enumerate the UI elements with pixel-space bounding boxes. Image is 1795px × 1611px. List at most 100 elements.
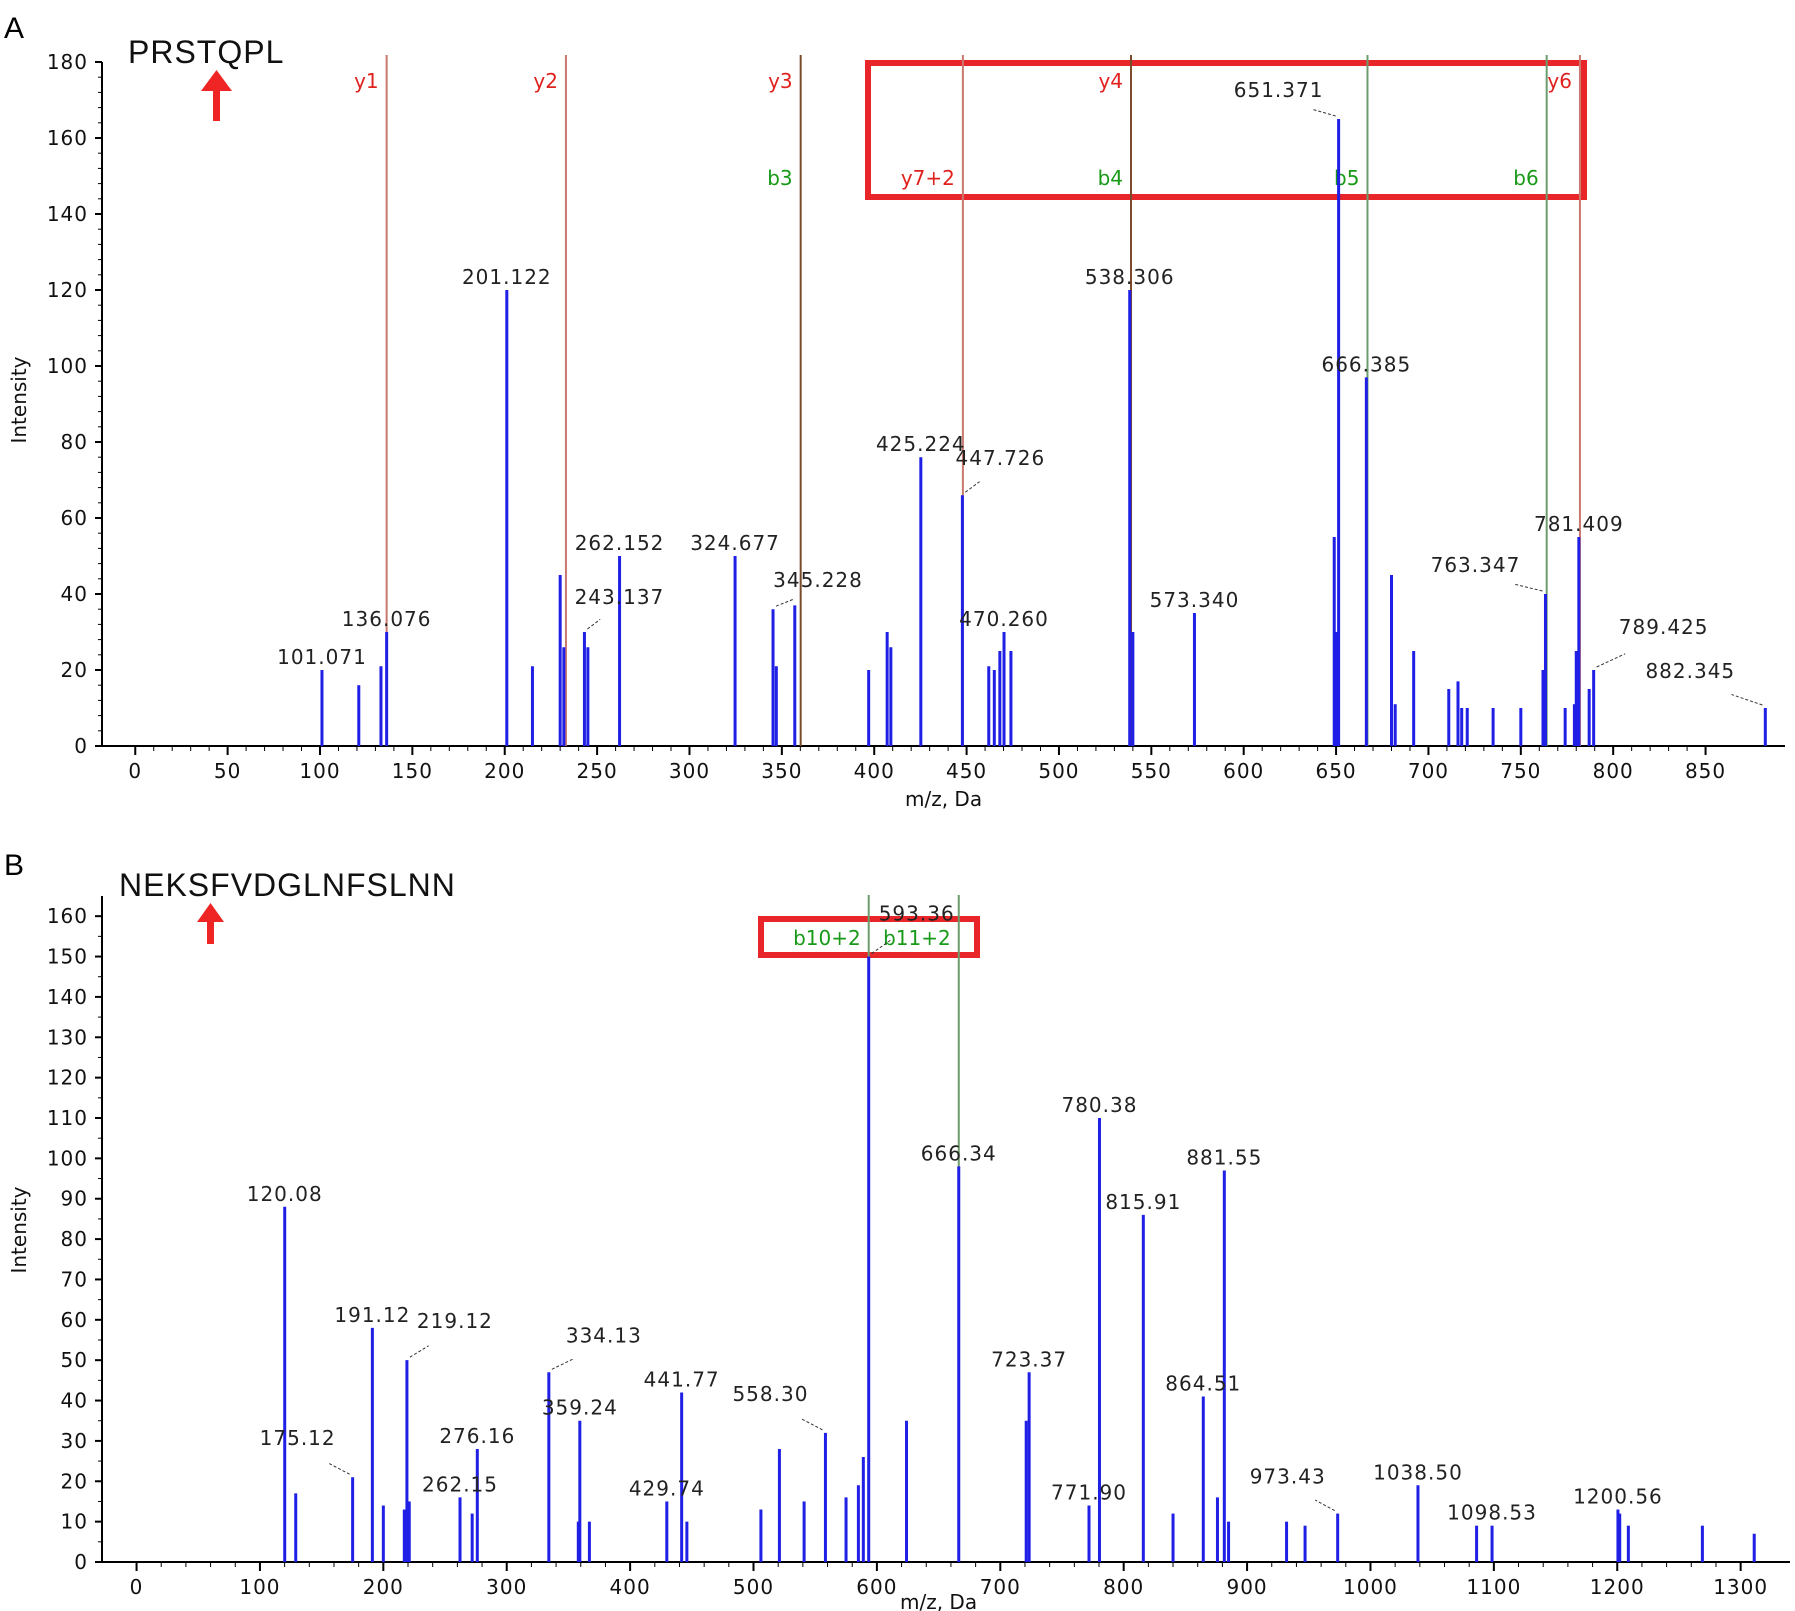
x-tick-label: 400 <box>854 759 895 783</box>
y-tick-label: 110 <box>47 1106 88 1130</box>
peak-label: 201.122 <box>462 265 552 289</box>
peak-label-leader <box>775 598 794 607</box>
y-tick-label: 50 <box>61 1348 88 1372</box>
peak-label: 1098.53 <box>1447 1501 1537 1525</box>
x-tick-label: 50 <box>214 759 241 783</box>
peak-label-leader <box>1314 1499 1335 1512</box>
y-tick-label: 60 <box>61 1308 88 1332</box>
peak-label-leader <box>800 1417 823 1431</box>
peak-label-leader <box>327 1462 350 1475</box>
y-tick-label: 150 <box>47 945 88 969</box>
y-tick-label: 180 <box>47 50 88 74</box>
ion-marker-label: b6 <box>1513 166 1538 190</box>
panel-b-arrow-icon <box>197 903 224 944</box>
peak-label: 101.071 <box>277 645 367 669</box>
peak-label: 334.13 <box>566 1323 642 1347</box>
peak-label: 881.55 <box>1186 1145 1262 1169</box>
y-tick-label: 80 <box>61 430 88 454</box>
panel-b-peptide: NEKSFVDGLNFSLNN <box>119 867 456 903</box>
x-tick-label: 350 <box>761 759 802 783</box>
y-tick-label: 30 <box>61 1429 88 1453</box>
x-tick-label: 0 <box>128 759 142 783</box>
y-tick-label: 40 <box>61 1389 88 1413</box>
x-tick-label: 700 <box>980 1575 1021 1599</box>
peak-label: 324.677 <box>690 531 780 555</box>
peak-label: 219.12 <box>417 1309 493 1333</box>
x-tick-label: 500 <box>1038 759 1079 783</box>
x-tick-label: 800 <box>1593 759 1634 783</box>
x-tick-label: 850 <box>1685 759 1726 783</box>
y-tick-label: 100 <box>47 354 88 378</box>
peak-label: 781.409 <box>1534 512 1624 536</box>
ion-marker-label: y2 <box>533 69 558 93</box>
peak-label-leader <box>1596 653 1626 668</box>
peak-label-leader <box>1311 108 1336 117</box>
peak-label: 882.345 <box>1645 659 1735 683</box>
y-tick-label: 60 <box>61 506 88 530</box>
panel-a-xlabel: m/z, Da <box>905 787 982 811</box>
ion-marker-label: y1 <box>354 69 379 93</box>
peak-label-leader <box>871 939 891 954</box>
peak-label: 276.16 <box>439 1424 515 1448</box>
x-tick-label: 700 <box>1408 759 1449 783</box>
peak-label: 345.228 <box>773 568 863 592</box>
peak-label: 359.24 <box>542 1396 618 1420</box>
y-tick-label: 80 <box>61 1227 88 1251</box>
peak-label: 763.347 <box>1431 553 1521 577</box>
panel-a-axes <box>101 62 1785 747</box>
peak-label: 789.425 <box>1619 615 1709 639</box>
peak-label: 538.306 <box>1085 265 1175 289</box>
peak-label: 262.15 <box>422 1472 498 1496</box>
panel-a-peptide: PRSTQPL <box>128 34 284 70</box>
peak-label-leader <box>1513 583 1543 592</box>
x-tick-label: 250 <box>577 759 618 783</box>
peak-label: 593.36 <box>879 902 955 926</box>
y-tick-label: 40 <box>61 582 88 606</box>
peak-label: 447.726 <box>956 446 1046 470</box>
peak-label: 666.34 <box>921 1141 997 1165</box>
peak-label: 558.30 <box>732 1382 808 1406</box>
peak-label-leader <box>1731 694 1763 706</box>
panel-a-ylabel: Intensity <box>7 356 31 443</box>
ion-marker-label: y4 <box>1098 69 1123 93</box>
panel-a-highlight-box <box>865 60 1587 200</box>
ion-marker-label: b10+2 <box>793 926 861 950</box>
peak-label-leader <box>551 1358 574 1370</box>
peak-label: 441.77 <box>644 1367 720 1391</box>
x-tick-label: 600 <box>1223 759 1264 783</box>
peak-label: 973.43 <box>1250 1465 1326 1489</box>
x-tick-label: 0 <box>130 1575 144 1599</box>
panel-a-letter: A <box>4 12 24 45</box>
y-tick-label: 120 <box>47 278 88 302</box>
peak-label: 780.38 <box>1061 1093 1137 1117</box>
peak-label: 573.340 <box>1150 588 1240 612</box>
ion-marker-label: y3 <box>768 69 793 93</box>
peak-label: 136.076 <box>342 607 432 631</box>
peak-label: 243.137 <box>575 585 665 609</box>
panel-b: B NEKSFVDGLNFSLNN b10+2 b11+2 120.08 175.1… <box>4 849 1790 1611</box>
x-tick-label: 300 <box>669 759 710 783</box>
x-tick-label: 800 <box>1103 1575 1144 1599</box>
x-tick-label: 200 <box>484 759 525 783</box>
y-tick-label: 140 <box>47 202 88 226</box>
peak-label: 120.08 <box>247 1182 323 1206</box>
peak-label: 864.51 <box>1165 1372 1241 1396</box>
x-tick-label: 100 <box>299 759 340 783</box>
x-tick-label: 400 <box>610 1575 651 1599</box>
y-tick-label: 0 <box>74 734 88 758</box>
peak-label: 262.152 <box>575 531 665 555</box>
x-tick-label: 1200 <box>1590 1575 1645 1599</box>
x-tick-label: 900 <box>1226 1575 1267 1599</box>
x-tick-label: 650 <box>1315 759 1356 783</box>
panel-a-arrow-icon <box>201 70 232 121</box>
peak-label: 771.90 <box>1051 1480 1127 1504</box>
y-tick-label: 70 <box>61 1267 88 1291</box>
x-tick-label: 1300 <box>1713 1575 1768 1599</box>
peak-label: 723.37 <box>991 1347 1067 1371</box>
x-tick-label: 450 <box>946 759 987 783</box>
ion-marker-label: b11+2 <box>883 926 951 950</box>
peak-label: 1200.56 <box>1573 1485 1663 1509</box>
peak-label: 429.74 <box>629 1476 705 1500</box>
